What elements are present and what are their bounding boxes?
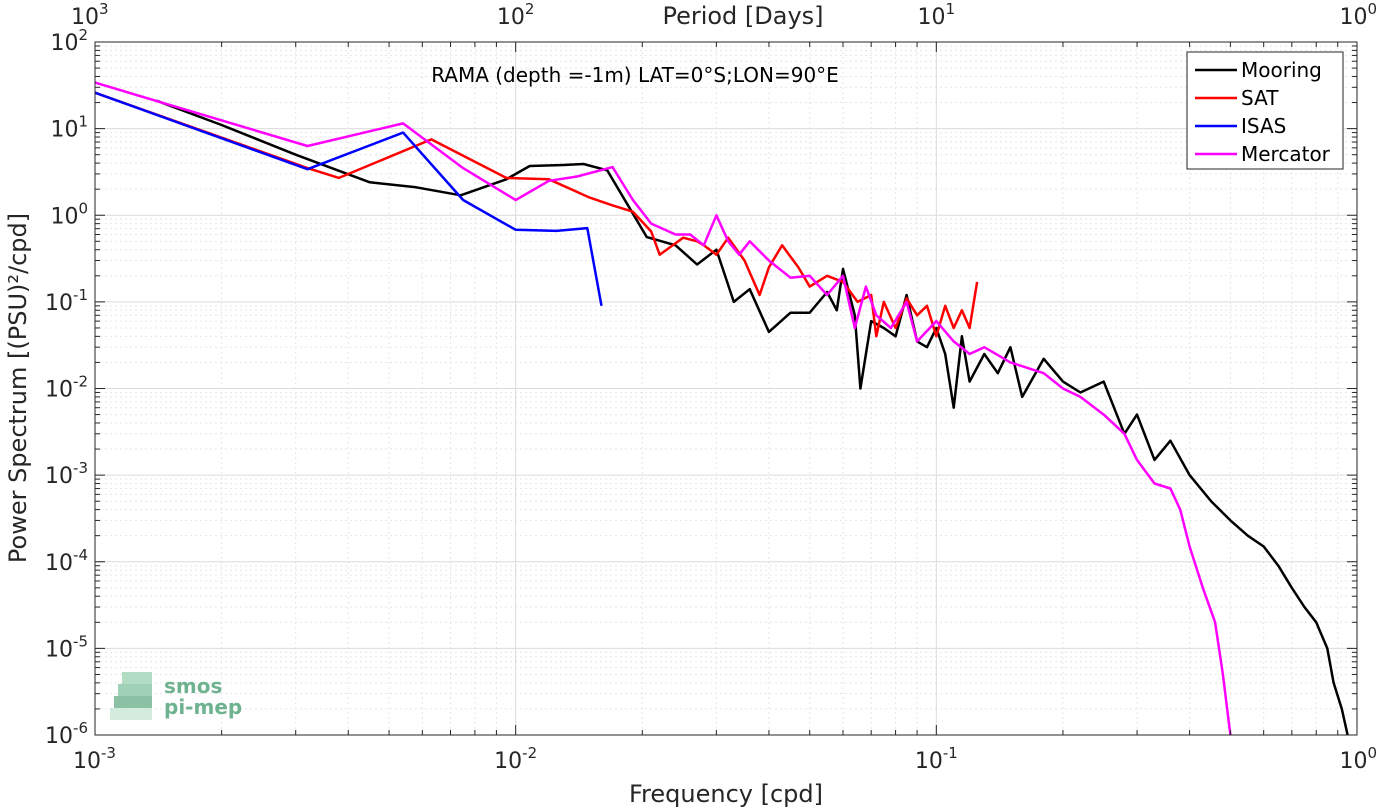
x-axis-title: Frequency [cpd] — [629, 780, 823, 808]
legend-label-sat: SAT — [1241, 86, 1279, 110]
x-tick-labels: 10-3 10-2 10-1 100 — [73, 744, 1377, 774]
top-tick-label: 100 — [1339, 0, 1377, 30]
y-tick-label: 10-6 — [45, 719, 88, 749]
y-tick-label: 10-3 — [45, 459, 88, 489]
y-tick-labels: 102 101 100 10-1 10-2 10-3 10-4 10-5 10-6 — [45, 26, 88, 749]
top-tick-label: 101 — [918, 0, 956, 30]
y-tick-label: 10-2 — [45, 373, 88, 403]
top-tick-label: 102 — [497, 0, 535, 30]
y-axis-title: Power Spectrum [(PSU)²/cpd] — [4, 213, 32, 563]
series-line-sat — [94, 91, 979, 338]
series-line-isas — [94, 91, 603, 307]
logo-mark — [118, 684, 152, 696]
ticks-layer — [94, 41, 1358, 736]
y-tick-label: 10-1 — [45, 286, 88, 316]
legend-label-mercator: Mercator — [1241, 142, 1331, 166]
y-tick-label: 10-4 — [45, 546, 88, 576]
logo-text-pimep: pi-mep — [164, 695, 242, 719]
series-layer — [94, 81, 1349, 736]
x-tick-label: 10-3 — [73, 744, 116, 774]
smos-pimep-logo: smos pi-mep — [110, 672, 242, 720]
x-tick-label: 100 — [1339, 744, 1377, 774]
top-axis-title: Period [Days] — [662, 2, 823, 30]
y-tick-label: 10-5 — [45, 632, 88, 662]
logo-mark — [114, 696, 152, 708]
y-tick-label: 101 — [50, 113, 88, 143]
series-line-mercator — [94, 81, 1232, 736]
chart-title: RAMA (depth =-1m) LAT=0°S;LON=90°E — [431, 63, 839, 87]
top-tick-label: 103 — [71, 0, 109, 30]
logo-mark — [110, 708, 152, 720]
legend-label-isas: ISAS — [1241, 114, 1286, 138]
legend-label-mooring: Mooring — [1241, 58, 1322, 82]
top-tick-labels: 103 102 101 100 — [71, 0, 1377, 30]
legend-box — [1186, 51, 1344, 170]
logo-text-smos: smos — [164, 674, 222, 698]
y-tick-label: 100 — [50, 199, 88, 229]
x-tick-label: 10-1 — [915, 744, 958, 774]
series-line-mooring — [156, 99, 1349, 736]
logo-mark — [122, 672, 152, 684]
legend: Mooring SAT ISAS Mercator — [1186, 51, 1344, 170]
x-tick-label: 10-2 — [494, 744, 537, 774]
y-tick-label: 102 — [50, 26, 88, 56]
